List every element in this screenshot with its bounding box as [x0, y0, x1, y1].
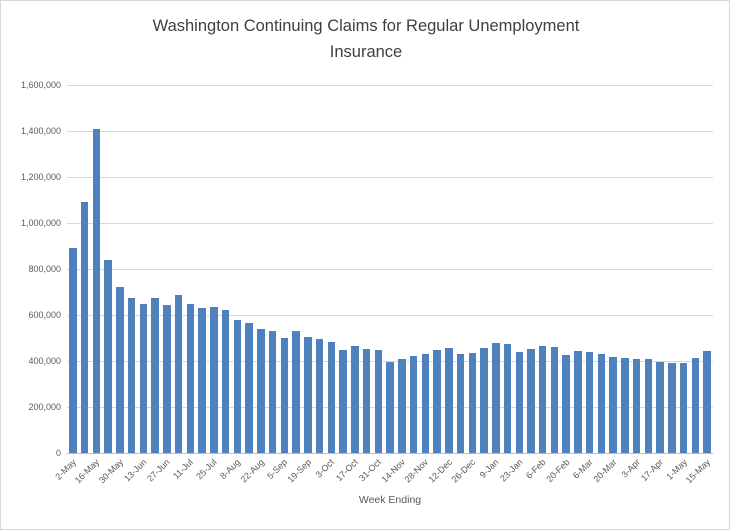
bar-2-Jan	[480, 347, 488, 453]
x-tick-label: 19-Sep	[285, 457, 313, 485]
bar-4-Jul	[174, 295, 183, 453]
bar-16-May	[92, 128, 101, 453]
gridline	[67, 269, 713, 270]
y-tick-label: 1,200,000	[20, 172, 61, 182]
y-tick-label: 800,000	[28, 264, 61, 274]
gridline	[67, 131, 713, 132]
x-tick-label: 23-Jan	[497, 457, 525, 484]
bar-15-Aug	[245, 322, 253, 453]
y-tick-label: 200,000	[28, 402, 61, 412]
gridline	[67, 223, 713, 224]
bar-21-Nov	[409, 356, 418, 453]
x-tick-label: 11-Jul	[171, 457, 196, 481]
x-tick-label: 3-Oct	[313, 457, 337, 480]
bar-26-Sep	[315, 338, 324, 453]
bar-14-Nov	[398, 358, 406, 453]
bar-30-Jan	[527, 348, 535, 453]
bar-24-Oct	[362, 349, 371, 453]
bar-23-Jan	[515, 352, 523, 453]
y-tick-label: 1,000,000	[20, 218, 61, 228]
bar-27-Feb	[574, 351, 582, 453]
bar-12-Sep	[292, 330, 300, 453]
x-axis-title: Week Ending	[358, 494, 422, 506]
bar-15-May	[703, 350, 711, 453]
x-tick-label: 22-Aug	[238, 457, 266, 485]
bar-16-Jan	[503, 344, 512, 453]
x-tick-label: 30-May	[96, 457, 125, 486]
x-tick-label: 16-May	[73, 457, 102, 486]
bar-1-May	[679, 363, 688, 453]
bar-19-Sep	[304, 336, 312, 453]
bar-9-May	[80, 201, 89, 453]
x-tick-label: 27-Jun	[145, 457, 172, 484]
bar-17-Apr	[656, 362, 664, 453]
bar-13-Feb	[550, 347, 559, 453]
bar-3-Apr	[632, 358, 641, 453]
chart-title-line2: Insurance	[329, 43, 403, 61]
x-tick-label: 13-Jun	[121, 457, 149, 484]
bar-29-Aug	[268, 331, 277, 453]
bar-5-Dec	[433, 350, 441, 453]
bar-13-Mar	[597, 353, 606, 453]
bar-11-Jul	[186, 304, 195, 453]
x-tick-label: 15-May	[683, 457, 713, 486]
gridline	[67, 85, 713, 86]
bar-22-Aug	[257, 329, 265, 453]
bar-2-May	[69, 248, 77, 453]
bar-20-Feb	[562, 355, 570, 454]
gridline	[67, 361, 713, 362]
bar-1-Aug	[221, 309, 230, 453]
x-tick-label: 17-Oct	[333, 457, 360, 484]
bar-26-Dec	[468, 353, 476, 453]
bar-19-Dec	[456, 354, 465, 453]
x-tick-label: 26-Dec	[449, 457, 478, 485]
x-tick-label: 20-Feb	[544, 457, 572, 485]
gridline	[67, 315, 713, 316]
bar-17-Oct	[351, 345, 359, 453]
bar-6-Feb	[538, 345, 547, 453]
x-tick-label: 20-Mar	[591, 457, 619, 485]
bar-8-May	[691, 358, 700, 453]
y-tick-label: 0	[55, 448, 61, 458]
bar-12-Dec	[445, 347, 453, 453]
bar-13-Jun	[139, 304, 148, 453]
chart-title-line1: Washington Continuing Claims for Regular…	[152, 17, 580, 35]
bar-10-Oct	[339, 350, 347, 453]
x-tick-label: 14-Nov	[379, 457, 407, 485]
x-tick-label: 31-Oct	[357, 457, 384, 484]
bar-8-Aug	[233, 320, 242, 453]
x-tick-label: 25-Jul	[194, 457, 219, 482]
bar-23-May	[104, 259, 112, 453]
y-tick-label: 400,000	[28, 356, 61, 366]
bar-24-Apr	[668, 363, 676, 453]
bar-28-Nov	[421, 354, 429, 453]
bar-18-Jul	[198, 308, 206, 453]
bar-25-Jul	[210, 306, 218, 453]
y-tick-label: 1,600,000	[20, 80, 61, 90]
bar-27-Mar	[621, 358, 629, 453]
bar-9-Jan	[492, 342, 500, 453]
bar-7-Nov	[386, 362, 394, 453]
bar-31-Oct	[374, 350, 382, 453]
gridline	[67, 177, 713, 178]
y-tick-label: 1,400,000	[20, 126, 61, 136]
bar-27-Jun	[163, 304, 171, 453]
bar-20-Jun	[151, 298, 159, 453]
x-axis-line	[67, 453, 713, 454]
x-tick-label: 28-Nov	[402, 457, 431, 485]
bar-10-Apr	[644, 358, 653, 453]
plot-area	[67, 85, 713, 454]
chart-title: Washington Continuing Claims for Regular…	[1, 13, 729, 65]
bar-3-Oct	[327, 342, 335, 453]
x-tick-label: 17-Apr	[639, 457, 666, 484]
y-tick-label: 600,000	[28, 310, 61, 320]
x-tick-label: 12-Dec	[426, 457, 454, 485]
bar-6-Jun	[127, 297, 136, 454]
bar-6-Mar	[585, 352, 594, 453]
bar-30-May	[116, 286, 124, 453]
bar-20-Mar	[609, 356, 617, 453]
bar-5-Sep	[280, 337, 288, 453]
